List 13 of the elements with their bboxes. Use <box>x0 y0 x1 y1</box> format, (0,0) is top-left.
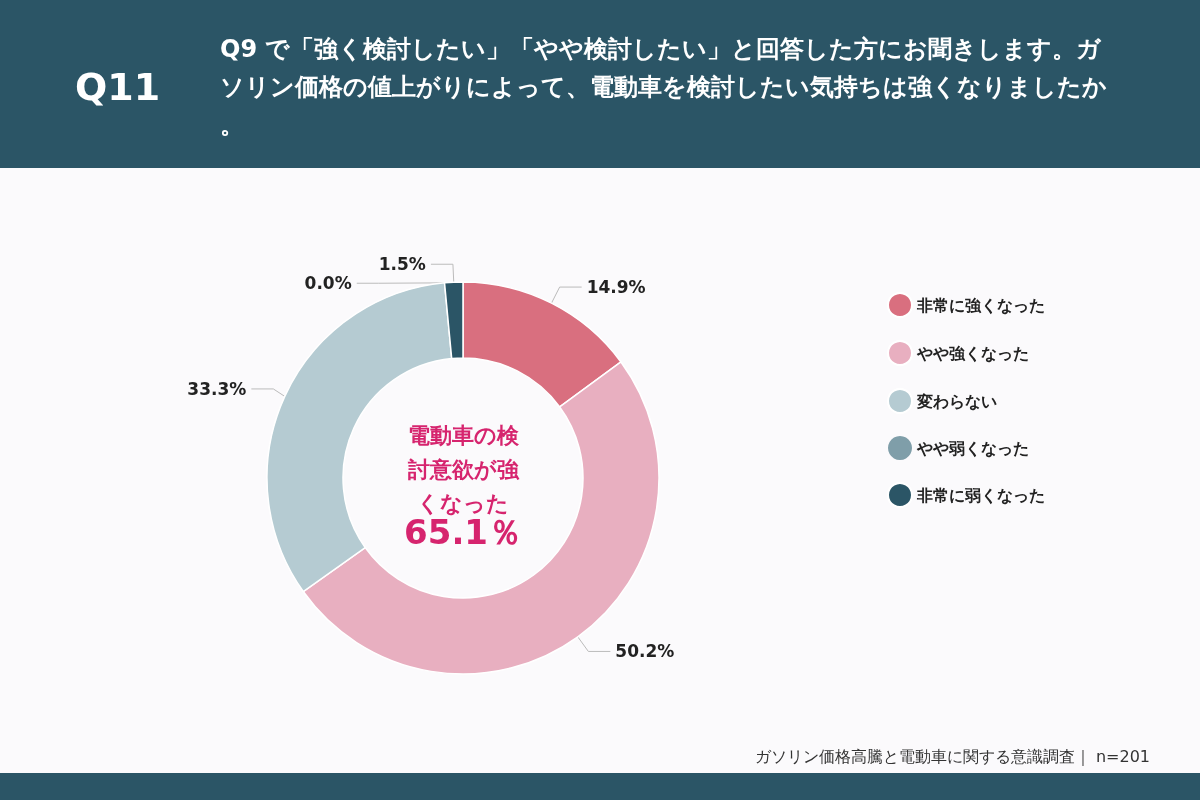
chart-title: Q11 <box>75 65 161 109</box>
data-label: 50.2% <box>615 641 675 662</box>
legend-label: やや強くなった <box>916 343 1029 363</box>
text: ガソリン価格高騰と電動車に関する意識調査｜ n=201 <box>754 746 1150 766</box>
data-label: 33.3% <box>187 378 247 399</box>
legend-label: 非常に弱くなった <box>916 485 1045 505</box>
data-label: 14.9% <box>586 277 646 298</box>
text: 0.0% <box>304 273 352 294</box>
chart-subtitle: Q9 で「強く検討したい」「やや検討したい」と回答した方にお聞きします。ガソリン価格の値上がりによって、電動車を検討したい気持ちは強くなりましたか。 <box>220 35 1107 139</box>
legend-label: やや弱くなった <box>916 438 1029 458</box>
data-label: 1.5% <box>378 254 426 275</box>
legend-label: 非常に強くなった <box>916 295 1045 315</box>
legend-label: 変わらない <box>916 391 997 411</box>
